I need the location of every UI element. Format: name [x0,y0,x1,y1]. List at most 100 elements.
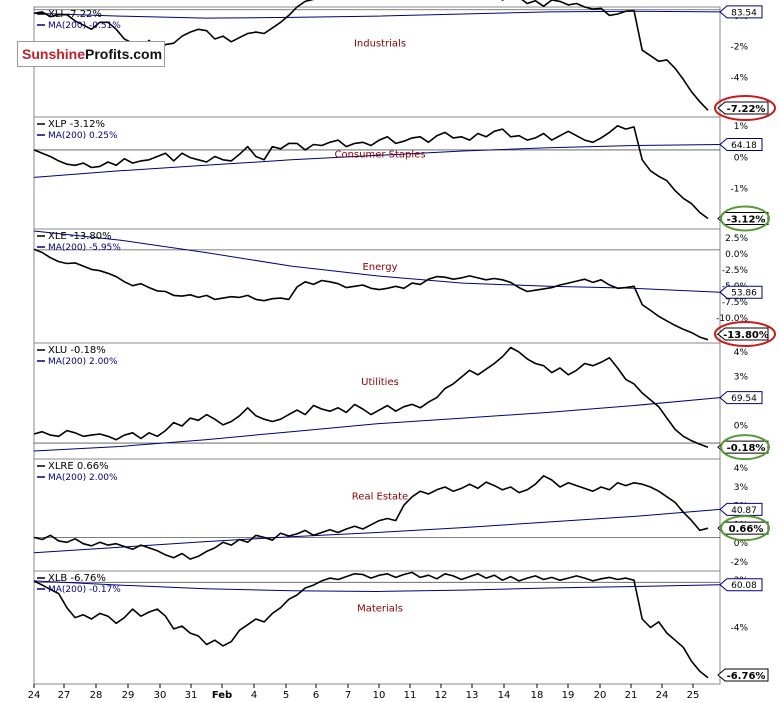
plot-frame [33,6,721,685]
y-tick-label: -1% [730,185,748,195]
ma-value-box [719,137,763,151]
y-tick-label: 3% [734,373,749,383]
highlight-ring [720,205,770,232]
legend-ma: MA(200) 0.25% [48,131,118,141]
x-tick-label: 31 [185,690,198,701]
x-tick-label: 21 [625,690,638,701]
sunshine-profits-logo: SunshineProfits.com [17,41,165,67]
x-tick-label: 7 [345,690,351,701]
x-tick-label: 29 [122,690,135,701]
highlight-ring [714,95,776,121]
ma200-line [33,397,721,452]
y-tick-label: -4% [730,624,748,634]
highlight-ring [720,515,770,542]
ma-value-label: 69.54 [731,394,757,404]
ma-value-label: 64.18 [731,141,757,151]
sector-label: Industrials [354,39,406,50]
sector-label: Utilities [361,377,399,388]
x-tick-label: 27 [58,690,71,701]
x-tick-label: 24 [656,690,669,701]
chart-panels: 0%-2%-4%-6%XLI -7.22%MA(200) -0.51%Indus… [33,0,776,685]
x-tick-label: 30 [154,690,167,701]
end-value-label: -7.22% [727,104,766,115]
ma-value-box [719,391,763,405]
x-tick-label: 20 [594,690,607,701]
end-value-label: -0.18% [727,443,766,454]
sector-label: Materials [357,604,403,615]
ma200-line [33,508,721,554]
panel-xlp: 1%0%-1%-2%XLP -3.12%MA(200) 0.25%Consume… [33,116,770,232]
panel-xlb: -2%-4%-6%XLB -6.76%MA(200) -0.17%Materia… [33,570,769,682]
end-value-label: -6.76% [727,671,766,682]
ma-value-label: 53.86 [731,289,757,299]
end-value-box [717,327,769,341]
x-tick-label: 25 [687,690,700,701]
y-tick-label: 3% [734,483,749,493]
ma-value-box [719,285,763,299]
sector-label: Consumer Staples [334,149,425,160]
ma-value-label: 83.54 [731,8,757,18]
x-tick-label: 4 [251,690,257,701]
legend-ma: MA(200) -0.51% [48,21,121,31]
highlight-ring [720,434,770,461]
x-tick-label: 11 [404,690,417,701]
y-tick-label: -10.0% [716,314,748,324]
ma-value-label: 60.08 [731,581,757,591]
legend-symbol: XLRE 0.66% [48,461,109,472]
y-tick-label: 4% [734,348,749,358]
legend-symbol: XLE -13.80% [48,231,112,242]
legend-ma: MA(200) -0.17% [48,585,121,595]
x-tick-label: 5 [283,690,289,701]
y-tick-label: 0% [734,422,749,432]
end-value-box [717,668,769,682]
panel-xlre: 4%3%2%1%0%-2%XLRE 0.66%MA(200) 2.00%Real… [33,458,770,568]
price-line [33,248,709,341]
y-tick-label: 0.0% [725,250,748,260]
legend-symbol: XLU -0.18% [48,345,106,356]
price-line [33,474,709,560]
end-value-label: -3.12% [727,214,766,225]
legend-symbol: XLP -3.12% [48,119,105,130]
y-tick-label: 1% [734,122,749,132]
y-tick-label: -2% [730,43,748,53]
sector-label: Energy [362,262,397,273]
x-tick-label: 18 [531,690,544,701]
price-line [33,125,709,220]
logo-part-profits: Profits.com [85,46,163,62]
ma200-line [33,580,721,593]
x-tick-label: 24 [28,690,41,701]
end-value-label: 0.66% [729,524,764,535]
panel-xlu: 4%3%1%0%5%XLU -0.18%MA(200) 2.00%Utiliti… [33,342,770,461]
x-tick-label: 12 [435,690,448,701]
x-tick-label: 19 [562,690,575,701]
y-tick-label: -7.5% [722,298,749,308]
sector-label: Real Estate [352,491,408,502]
x-axis: 24 27 28 29 30 31 Feb 4 5 6 7 10 11 12 13 14 18 19 20 21 24 2… [28,684,700,701]
ma-value-box [719,502,763,516]
legend-ma: MA(200) 2.00% [48,357,118,367]
x-tick-label: 13 [466,690,479,701]
ma-value-label: 40.87 [731,506,757,516]
y-tick-label: 0% [734,153,749,163]
y-tick-label: -2% [730,558,748,568]
legend-symbol: XLI -7.22% [48,9,102,20]
price-line [33,346,709,448]
y-tick-label: 2.5% [725,234,748,244]
logo-part-sunshine: Sunshine [22,46,86,62]
x-tick-label: 14 [498,690,511,701]
y-tick-label: -2.5% [722,266,749,276]
x-tick-label: 6 [313,690,319,701]
end-value-box [717,101,769,115]
legend-ma: MA(200) -5.95% [48,243,121,253]
price-line [33,571,709,679]
panel-xle: 2.5%0.0%-2.5%-5.0%-7.5%-10.0%-12.5%XLE -… [33,228,776,347]
legend-symbol: XLB -6.76% [48,573,106,584]
ma-value-box [719,578,763,592]
y-tick-label: 0% [734,539,749,549]
x-tick-label: 28 [90,690,103,701]
ma200-line [33,144,721,178]
y-tick-label: -4% [730,73,748,83]
x-tick-label: Feb [212,690,232,701]
panel-xli: 0%-2%-4%-6%XLI -7.22%MA(200) -0.51%Indus… [33,0,776,121]
